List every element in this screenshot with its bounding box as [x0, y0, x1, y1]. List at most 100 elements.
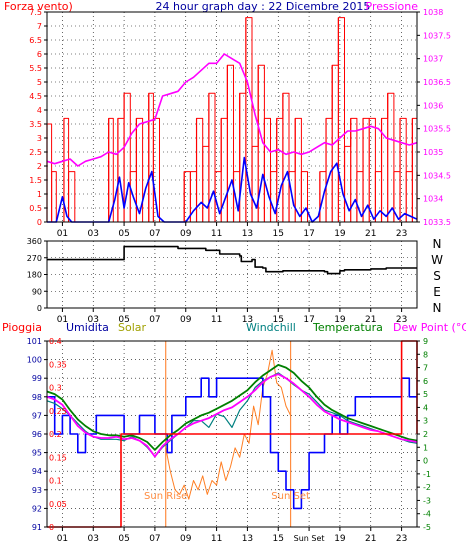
humidity-ytick-label: 91: [32, 523, 42, 532]
direction-xtick-label: 19: [334, 315, 346, 325]
weather-hour-axis: 01 03 05 07 09 11 13 15 Sun Set 19 21 23: [57, 527, 407, 544]
temperature-ytick-label: -4: [423, 510, 431, 519]
wind-xtick-label: 23: [396, 229, 407, 239]
wind-xtick-label: 05: [118, 229, 129, 239]
pressure-axis: 1033.5 1034 1034.5 1035 1035.5 1036 1036.5 1037…: [417, 8, 451, 227]
humidity-axis: 91 92 93 94 95 96 97 98 99 100 101: [27, 337, 47, 532]
direction-xtick-label: 03: [88, 315, 99, 325]
pressure-axis-title: Pressione: [366, 0, 419, 13]
wind-ytick-label: 4: [37, 106, 42, 115]
windchill-line: [46, 372, 418, 458]
weather-xtick-label: 03: [88, 534, 99, 544]
rain-ytick-label: 0.25: [49, 407, 67, 416]
wind-ytick-label: 6.5: [29, 36, 42, 45]
wind-xtick-label: 11: [211, 229, 222, 239]
humidity-ytick-label: 97: [32, 411, 42, 420]
humidity-ytick-label: 101: [27, 337, 42, 346]
direction-xtick-label: 15: [273, 315, 284, 325]
humidity-ytick-label: 94: [32, 467, 42, 476]
rain-axis: 0 0.05 0.1 0.15 0.2 0.25 0.3 0.35 0.4: [49, 337, 67, 532]
rain-ytick-label: 0.05: [49, 500, 67, 509]
weather-xtick-label: 23: [396, 534, 407, 544]
rain-ytick-label: 0.15: [49, 453, 67, 462]
solar-legend: Solar: [118, 321, 147, 334]
humidity-ytick-label: 96: [32, 430, 42, 439]
direction-panel-series: [47, 245, 417, 275]
pressure-ytick-label: 1033.5: [423, 218, 451, 227]
wind-ytick-label: 5: [37, 78, 42, 87]
temperature-ytick-label: -1: [423, 470, 431, 479]
humidity-ytick-label: 95: [32, 449, 42, 458]
solar-line: [165, 349, 292, 500]
direction-ytick-label: 270: [27, 254, 42, 263]
compass-north-label-bottom: N: [433, 301, 442, 315]
direction-axis: 0 90 180 270 360: [27, 237, 47, 313]
temperature-ytick-label: -3: [423, 496, 431, 505]
weather-xtick-label: 21: [365, 534, 376, 544]
humidity-legend: Umidita: [66, 321, 109, 334]
wind-ytick-label: 7.5: [29, 8, 42, 17]
wind-ytick-label: 6: [37, 50, 42, 59]
temperature-legend: Temperatura: [312, 321, 383, 334]
direction-ytick-label: 180: [27, 271, 42, 280]
temperature-ytick-label: 2: [423, 430, 428, 439]
wind-average-line: [47, 156, 418, 223]
wind-ytick-label: 0: [37, 218, 42, 227]
pressure-ytick-label: 1037.5: [423, 31, 451, 40]
wind-axis-title: Forza vento): [4, 0, 73, 13]
wind-ytick-label: 0.5: [29, 204, 42, 213]
temperature-ytick-label: 4: [423, 403, 428, 412]
weather-xtick-label: 19: [334, 534, 346, 544]
weather-xtick-label: 13: [242, 534, 253, 544]
temperature-ytick-label: 1: [423, 443, 428, 452]
humidity-ytick-label: 93: [32, 486, 42, 495]
temperature-ytick-label: 3: [423, 417, 428, 426]
direction-xtick-label: 01: [57, 315, 68, 325]
wind-ytick-label: 3.5: [29, 120, 42, 129]
rain-legend: Pioggia: [2, 321, 42, 334]
wind-xtick-label: 17: [303, 229, 314, 239]
sunset-label: Sun Set: [271, 491, 310, 502]
windchill-legend: Windchill: [246, 321, 296, 334]
weather-xtick-label: Sun Set: [294, 534, 325, 543]
direction-xtick-label: 21: [365, 315, 376, 325]
direction-hour-axis: 01 03 05 07 09 11 13 15 17 19 21 23: [57, 308, 407, 325]
wind-xtick-label: 21: [365, 229, 376, 239]
pressure-line: [46, 53, 418, 167]
humidity-ytick-label: 98: [32, 393, 42, 402]
wind-ytick-label: 5.5: [29, 64, 42, 73]
direction-ytick-label: 0: [37, 304, 42, 313]
wind-xtick-label: 19: [334, 229, 346, 239]
direction-xtick-label: 11: [211, 315, 222, 325]
direction-ytick-label: 90: [32, 287, 42, 296]
temperature-ytick-label: 0: [423, 457, 428, 466]
temperature-ytick-label: 9: [423, 337, 428, 346]
weather-xtick-label: 01: [57, 534, 68, 544]
pressure-ytick-label: 1035: [423, 148, 443, 157]
wind-xtick-label: 09: [180, 229, 192, 239]
wind-ytick-label: 2: [37, 162, 42, 171]
temperature-ytick-label: 5: [423, 390, 428, 399]
temperature-ytick-label: 8: [423, 350, 428, 359]
direction-ytick-label: 360: [27, 237, 42, 246]
temperature-ytick-label: 7: [423, 364, 428, 373]
direction-xtick-label: 05: [118, 315, 129, 325]
humidity-ytick-label: 100: [27, 356, 42, 365]
pressure-ytick-label: 1037: [423, 55, 443, 64]
wind-ytick-label: 4.5: [29, 92, 42, 101]
rain-ytick-label: 0.35: [49, 360, 67, 369]
wind-speed-axis: 0 0.5 1 1.5 2 2.5 3 3.5 4 4.5 5 5.5 6 6.5 7 7.5: [29, 8, 47, 227]
direction-xtick-label: 17: [303, 315, 314, 325]
rain-ytick-label: 0.1: [49, 477, 62, 486]
direction-xtick-label: 23: [396, 315, 407, 325]
temperature-axis: -5 -4 -3 -2 -1 0 1 2 3 4 5 6 7 8 9: [417, 337, 431, 532]
temperature-ytick-label: -5: [423, 523, 431, 532]
pressure-ytick-label: 1035.5: [423, 125, 451, 134]
compass-west-label: W: [431, 253, 443, 267]
wind-direction-line: [47, 245, 417, 275]
weather-xtick-label: 07: [149, 534, 160, 544]
dewpoint-legend: Dew Point (°C): [393, 321, 466, 334]
compass-north-label: N: [433, 237, 442, 251]
humidity-ytick-label: 99: [32, 374, 42, 383]
